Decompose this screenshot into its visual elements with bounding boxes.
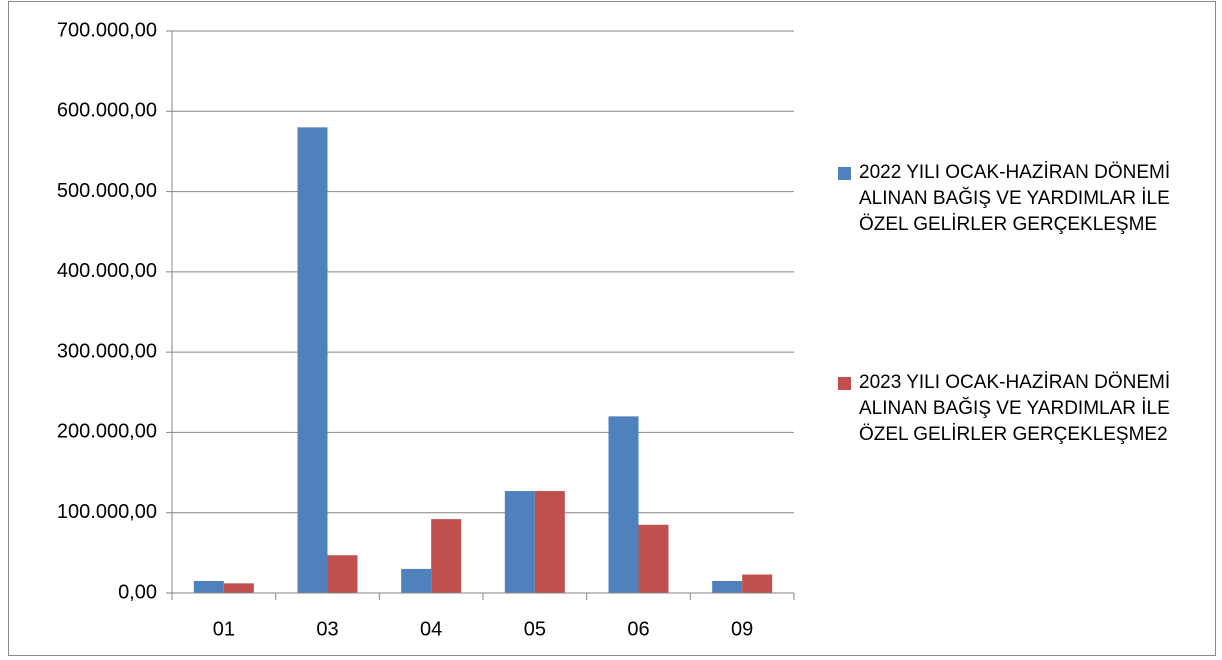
y-tick-label: 200.000,00 (57, 421, 157, 443)
chart-border (8, 1, 1216, 656)
legend-label: 2023 YILI OCAK-HAZİRAN DÖNEMİ ALINAN BAĞ… (859, 372, 1171, 445)
x-tick-label: 09 (731, 618, 753, 640)
bar (504, 491, 535, 593)
bar (401, 568, 432, 593)
bar (712, 580, 743, 593)
legend-swatch (838, 167, 851, 180)
bar (742, 574, 773, 593)
x-tick-label: 04 (420, 618, 442, 640)
legend-swatch (838, 377, 851, 390)
bar (327, 555, 358, 593)
y-tick-label: 0,00 (118, 581, 157, 603)
bar (638, 524, 669, 593)
y-tick-label: 700.000,00 (57, 19, 157, 41)
legend-label: 2022 YILI OCAK-HAZİRAN DÖNEMİ ALINAN BAĞ… (859, 162, 1171, 235)
bar (193, 580, 224, 593)
x-tick-label: 05 (524, 618, 546, 640)
bar (608, 416, 639, 593)
legend-entry: 2023 YILI OCAK-HAZİRAN DÖNEMİ ALINAN BAĞ… (838, 370, 1208, 448)
x-tick-label: 01 (213, 618, 235, 640)
y-tick-label: 100.000,00 (57, 501, 157, 523)
legend-entry: 2022 YILI OCAK-HAZİRAN DÖNEMİ ALINAN BAĞ… (838, 160, 1208, 238)
y-tick-label: 300.000,00 (57, 340, 157, 362)
y-tick-label: 500.000,00 (57, 180, 157, 202)
y-tick-label: 400.000,00 (57, 260, 157, 282)
x-tick-label: 03 (316, 618, 338, 640)
bar (431, 519, 462, 593)
bar (223, 583, 254, 593)
y-tick-label: 600.000,00 (57, 100, 157, 122)
x-tick-label: 06 (627, 618, 649, 640)
bar (297, 127, 328, 593)
bar (534, 491, 565, 593)
